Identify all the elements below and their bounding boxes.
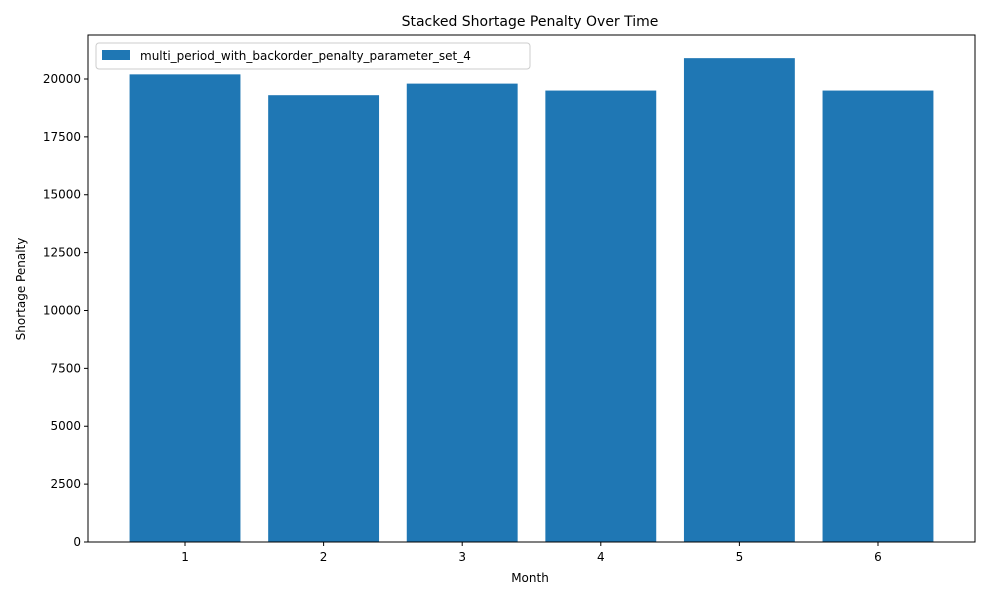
- legend: multi_period_with_backorder_penalty_para…: [95, 42, 531, 70]
- y-tick-label-0: 0: [73, 535, 81, 549]
- y-tick-label-5000: 5000: [50, 419, 81, 433]
- chart-title: Stacked Shortage Penalty Over Time: [402, 14, 659, 30]
- y-tick-label-12500: 12500: [43, 246, 81, 260]
- bar-6: [822, 90, 934, 542]
- bar-5: [683, 58, 795, 542]
- legend-label: multi_period_with_backorder_penalty_para…: [140, 49, 471, 63]
- y-tick-label-7500: 7500: [50, 361, 81, 375]
- bar-2: [268, 95, 380, 543]
- x-tick-label-3: 3: [458, 550, 466, 564]
- x-tick-label-6: 6: [874, 550, 882, 564]
- x-tick-label-1: 1: [181, 550, 189, 564]
- bar-3: [406, 83, 518, 542]
- axes-frame: [87, 34, 976, 543]
- x-axis-label: Month: [511, 571, 549, 585]
- y-tick-label-15000: 15000: [43, 188, 81, 202]
- y-axis-label: Shortage Penalty: [14, 238, 28, 341]
- x-tick-label-2: 2: [320, 550, 328, 564]
- y-tick-label-10000: 10000: [43, 303, 81, 317]
- x-tick-label-4: 4: [597, 550, 605, 564]
- legend-swatch: [102, 50, 130, 60]
- y-tick-label-17500: 17500: [43, 130, 81, 144]
- bar-4: [545, 90, 657, 542]
- legend-box: [95, 42, 531, 70]
- x-tick-label-5: 5: [736, 550, 744, 564]
- y-tick-label-20000: 20000: [43, 72, 81, 86]
- plot-area: 0 2500 5000 7500 10000 12500 15000 17500 20000 1 2…: [43, 34, 976, 564]
- y-tick-label-2500: 2500: [50, 477, 81, 491]
- bar-1: [129, 74, 241, 542]
